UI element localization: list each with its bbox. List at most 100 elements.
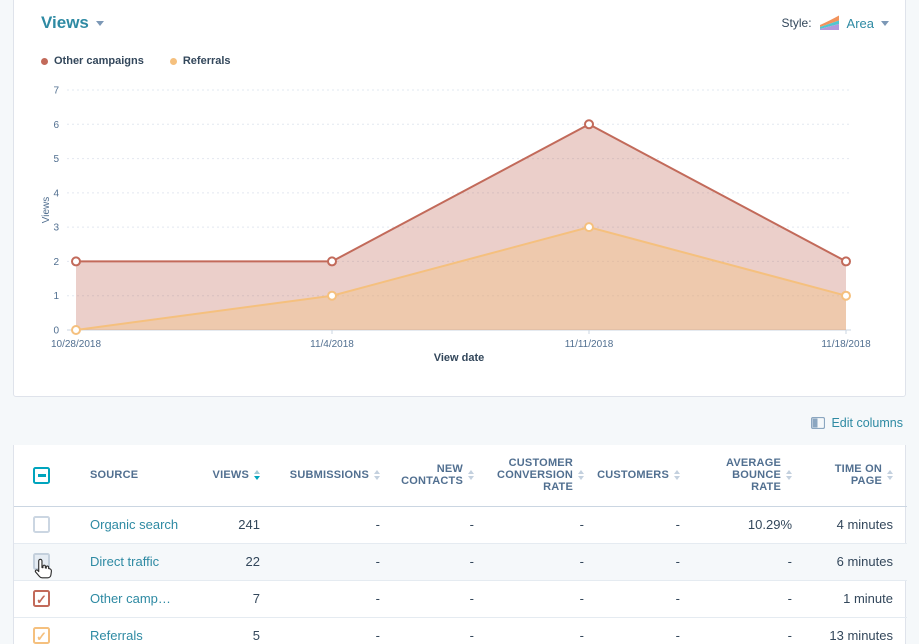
data-point[interactable] bbox=[327, 256, 337, 267]
svg-text:0: 0 bbox=[53, 326, 59, 337]
new-contacts-value: - bbox=[469, 628, 474, 644]
edit-columns-label: Edit columns bbox=[831, 416, 903, 430]
svg-text:7: 7 bbox=[53, 86, 59, 97]
select-all-checkbox[interactable] bbox=[33, 466, 50, 484]
data-point[interactable] bbox=[584, 119, 594, 130]
svg-text:6: 6 bbox=[53, 120, 59, 131]
chevron-down-icon bbox=[881, 20, 889, 26]
time-on-page-value: 13 minutes bbox=[829, 628, 893, 644]
sources-table: SOURCE VIEWS SUBMISSIONS NEW CONTACTS bbox=[13, 445, 907, 644]
chart-card: Views Style: Area Other campaigns bbox=[13, 0, 906, 397]
svg-text:11/4/2018: 11/4/2018 bbox=[310, 339, 354, 350]
table-header-row: SOURCE VIEWS SUBMISSIONS NEW CONTACTS bbox=[14, 445, 907, 507]
column-header-time-on-page[interactable]: TIME ON PAGE bbox=[806, 445, 907, 507]
table-row: Other camp… 7 - - - - - 1 minute bbox=[14, 580, 907, 617]
column-header-customer-conversion-rate[interactable]: CUSTOMER CONVERSION RATE bbox=[488, 445, 598, 507]
source-link[interactable]: Direct traffic bbox=[90, 554, 160, 569]
data-point[interactable] bbox=[327, 290, 337, 301]
svg-text:10/28/2018: 10/28/2018 bbox=[51, 339, 101, 350]
page-title: Views bbox=[41, 13, 89, 32]
row-checkbox[interactable] bbox=[33, 590, 50, 607]
svg-text:3: 3 bbox=[53, 223, 59, 234]
data-point[interactable] bbox=[71, 325, 81, 335]
time-on-page-value: 6 minutes bbox=[836, 554, 893, 569]
sort-icon bbox=[578, 470, 584, 481]
average-bounce-rate-value: - bbox=[787, 591, 792, 606]
sort-icon bbox=[887, 470, 893, 481]
customers-value: - bbox=[675, 517, 680, 532]
edit-columns-link[interactable]: Edit columns bbox=[811, 416, 903, 430]
submissions-value: - bbox=[375, 554, 380, 569]
style-dropdown[interactable]: Area bbox=[846, 15, 874, 31]
sort-icon bbox=[468, 470, 474, 481]
data-point[interactable] bbox=[584, 222, 594, 233]
row-checkbox[interactable] bbox=[33, 553, 50, 570]
svg-text:11/11/2018: 11/11/2018 bbox=[565, 339, 614, 350]
y-axis-title: Views bbox=[41, 197, 52, 224]
svg-text:1: 1 bbox=[53, 291, 59, 302]
column-header-average-bounce-rate[interactable]: AVERAGE BOUNCE RATE bbox=[694, 445, 806, 507]
source-link[interactable]: Referrals bbox=[90, 628, 143, 644]
new-contacts-value: - bbox=[469, 517, 474, 532]
customers-value: - bbox=[675, 628, 680, 644]
average-bounce-rate-value: - bbox=[787, 628, 792, 644]
customer-conversion-rate-value: - bbox=[579, 591, 584, 606]
svg-text:5: 5 bbox=[53, 154, 59, 165]
data-point[interactable] bbox=[841, 290, 851, 301]
views-area-chart: 0 1 2 3 4 5 6 7 10/28/2018 11/4/2018 11/11/2018 11/… bbox=[41, 86, 871, 365]
legend-item-other-campaigns[interactable]: Other campaigns bbox=[41, 55, 144, 67]
legend-label: Referrals bbox=[182, 55, 231, 67]
customer-conversion-rate-value: - bbox=[579, 517, 584, 532]
time-on-page-value: 4 minutes bbox=[836, 517, 893, 532]
style-label: Style: bbox=[781, 16, 812, 30]
svg-text:11/18/2018: 11/18/2018 bbox=[821, 339, 871, 350]
chevron-down-icon bbox=[95, 20, 104, 26]
column-header-views[interactable]: VIEWS bbox=[208, 445, 274, 507]
views-value: 241 bbox=[238, 517, 260, 532]
x-axis-title: View date bbox=[434, 352, 485, 364]
average-bounce-rate-value: - bbox=[787, 554, 792, 569]
time-on-page-value: 1 minute bbox=[843, 591, 893, 606]
legend-label: Other campaigns bbox=[54, 55, 144, 67]
customers-value: - bbox=[675, 591, 680, 606]
legend-item-referrals[interactable]: Referrals bbox=[169, 55, 231, 67]
sort-icon bbox=[786, 470, 792, 481]
row-checkbox[interactable] bbox=[33, 516, 50, 533]
svg-text:2: 2 bbox=[53, 257, 59, 268]
customer-conversion-rate-value: - bbox=[579, 554, 584, 569]
sort-icon bbox=[254, 470, 260, 481]
legend-dot bbox=[169, 57, 177, 65]
column-header-customers[interactable]: CUSTOMERS bbox=[597, 445, 694, 507]
table-row: Referrals 5 - - - - - 13 minutes bbox=[14, 617, 907, 644]
submissions-value: - bbox=[375, 628, 380, 644]
row-checkbox[interactable] bbox=[33, 627, 50, 644]
column-header-submissions[interactable]: SUBMISSIONS bbox=[274, 445, 394, 507]
table-row: Organic search 241 - - - - 10.29% 4 minu… bbox=[14, 506, 907, 543]
submissions-value: - bbox=[375, 591, 380, 606]
sort-icon bbox=[674, 470, 680, 481]
submissions-value: - bbox=[375, 517, 380, 532]
column-header-source[interactable]: SOURCE bbox=[76, 445, 208, 507]
customer-conversion-rate-value: - bbox=[579, 628, 584, 644]
column-header-new-contacts[interactable]: NEW CONTACTS bbox=[394, 445, 488, 507]
header-checkbox-cell bbox=[14, 445, 76, 507]
new-contacts-value: - bbox=[469, 554, 474, 569]
data-point[interactable] bbox=[841, 256, 851, 267]
table-row: Direct traffic 22 - - - - - 6 minutes bbox=[14, 543, 907, 580]
views-value: 22 bbox=[245, 554, 260, 569]
views-value: 5 bbox=[252, 628, 260, 644]
average-bounce-rate-value: 10.29% bbox=[747, 517, 792, 532]
customers-value: - bbox=[675, 554, 680, 569]
source-link[interactable]: Other camp… bbox=[90, 591, 171, 606]
views-metric-dropdown[interactable]: Views bbox=[41, 13, 104, 33]
data-point[interactable] bbox=[71, 256, 81, 267]
chart-card-header: Views Style: Area bbox=[14, 0, 905, 43]
new-contacts-value: - bbox=[469, 591, 474, 606]
legend-dot bbox=[41, 57, 48, 65]
chart-legend: Other campaigns Referrals bbox=[41, 55, 231, 67]
area-chart-style-icon bbox=[819, 15, 839, 30]
views-value: 7 bbox=[252, 591, 260, 606]
columns-icon bbox=[811, 417, 826, 429]
source-link[interactable]: Organic search bbox=[90, 517, 179, 532]
